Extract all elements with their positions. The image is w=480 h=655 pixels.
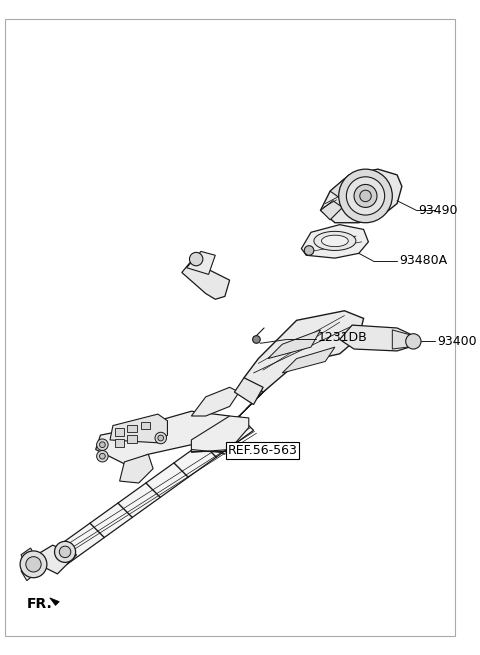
Text: 93480A: 93480A [399,255,447,267]
Circle shape [360,190,371,202]
Circle shape [304,246,314,255]
Text: FR.: FR. [27,597,52,610]
Polygon shape [21,565,36,580]
Polygon shape [314,231,356,250]
Polygon shape [141,422,150,430]
Text: 93490: 93490 [418,204,457,217]
Polygon shape [187,252,216,274]
Polygon shape [234,358,297,421]
Circle shape [190,252,203,266]
Polygon shape [321,169,402,223]
Circle shape [96,439,108,451]
Polygon shape [192,416,249,453]
Circle shape [55,541,75,563]
Polygon shape [321,200,343,220]
Circle shape [99,442,105,447]
Circle shape [339,169,392,223]
Circle shape [60,546,71,557]
Polygon shape [127,435,137,443]
Polygon shape [50,598,60,605]
Polygon shape [96,411,239,464]
Circle shape [252,335,260,343]
Text: 93400: 93400 [437,335,477,348]
Polygon shape [244,310,364,392]
Circle shape [96,451,108,462]
Circle shape [26,557,41,572]
Circle shape [347,177,384,215]
Polygon shape [268,330,321,358]
Text: REF.56-563: REF.56-563 [228,444,298,457]
Polygon shape [110,414,168,443]
Polygon shape [322,235,348,247]
Polygon shape [234,378,263,405]
Polygon shape [115,428,124,436]
Circle shape [99,453,105,459]
Polygon shape [21,548,36,567]
Circle shape [406,333,421,349]
Polygon shape [192,387,239,416]
Polygon shape [182,261,229,299]
Polygon shape [330,179,352,198]
Polygon shape [392,330,409,349]
Polygon shape [120,455,153,483]
Circle shape [158,435,164,441]
Polygon shape [282,347,335,373]
Text: 1231DB: 1231DB [318,331,367,344]
Polygon shape [29,545,76,574]
Polygon shape [301,225,368,258]
Polygon shape [115,439,124,447]
Circle shape [20,551,47,578]
Circle shape [155,432,167,443]
Circle shape [354,185,377,208]
Polygon shape [53,416,253,565]
Polygon shape [340,325,411,351]
Polygon shape [127,424,137,432]
